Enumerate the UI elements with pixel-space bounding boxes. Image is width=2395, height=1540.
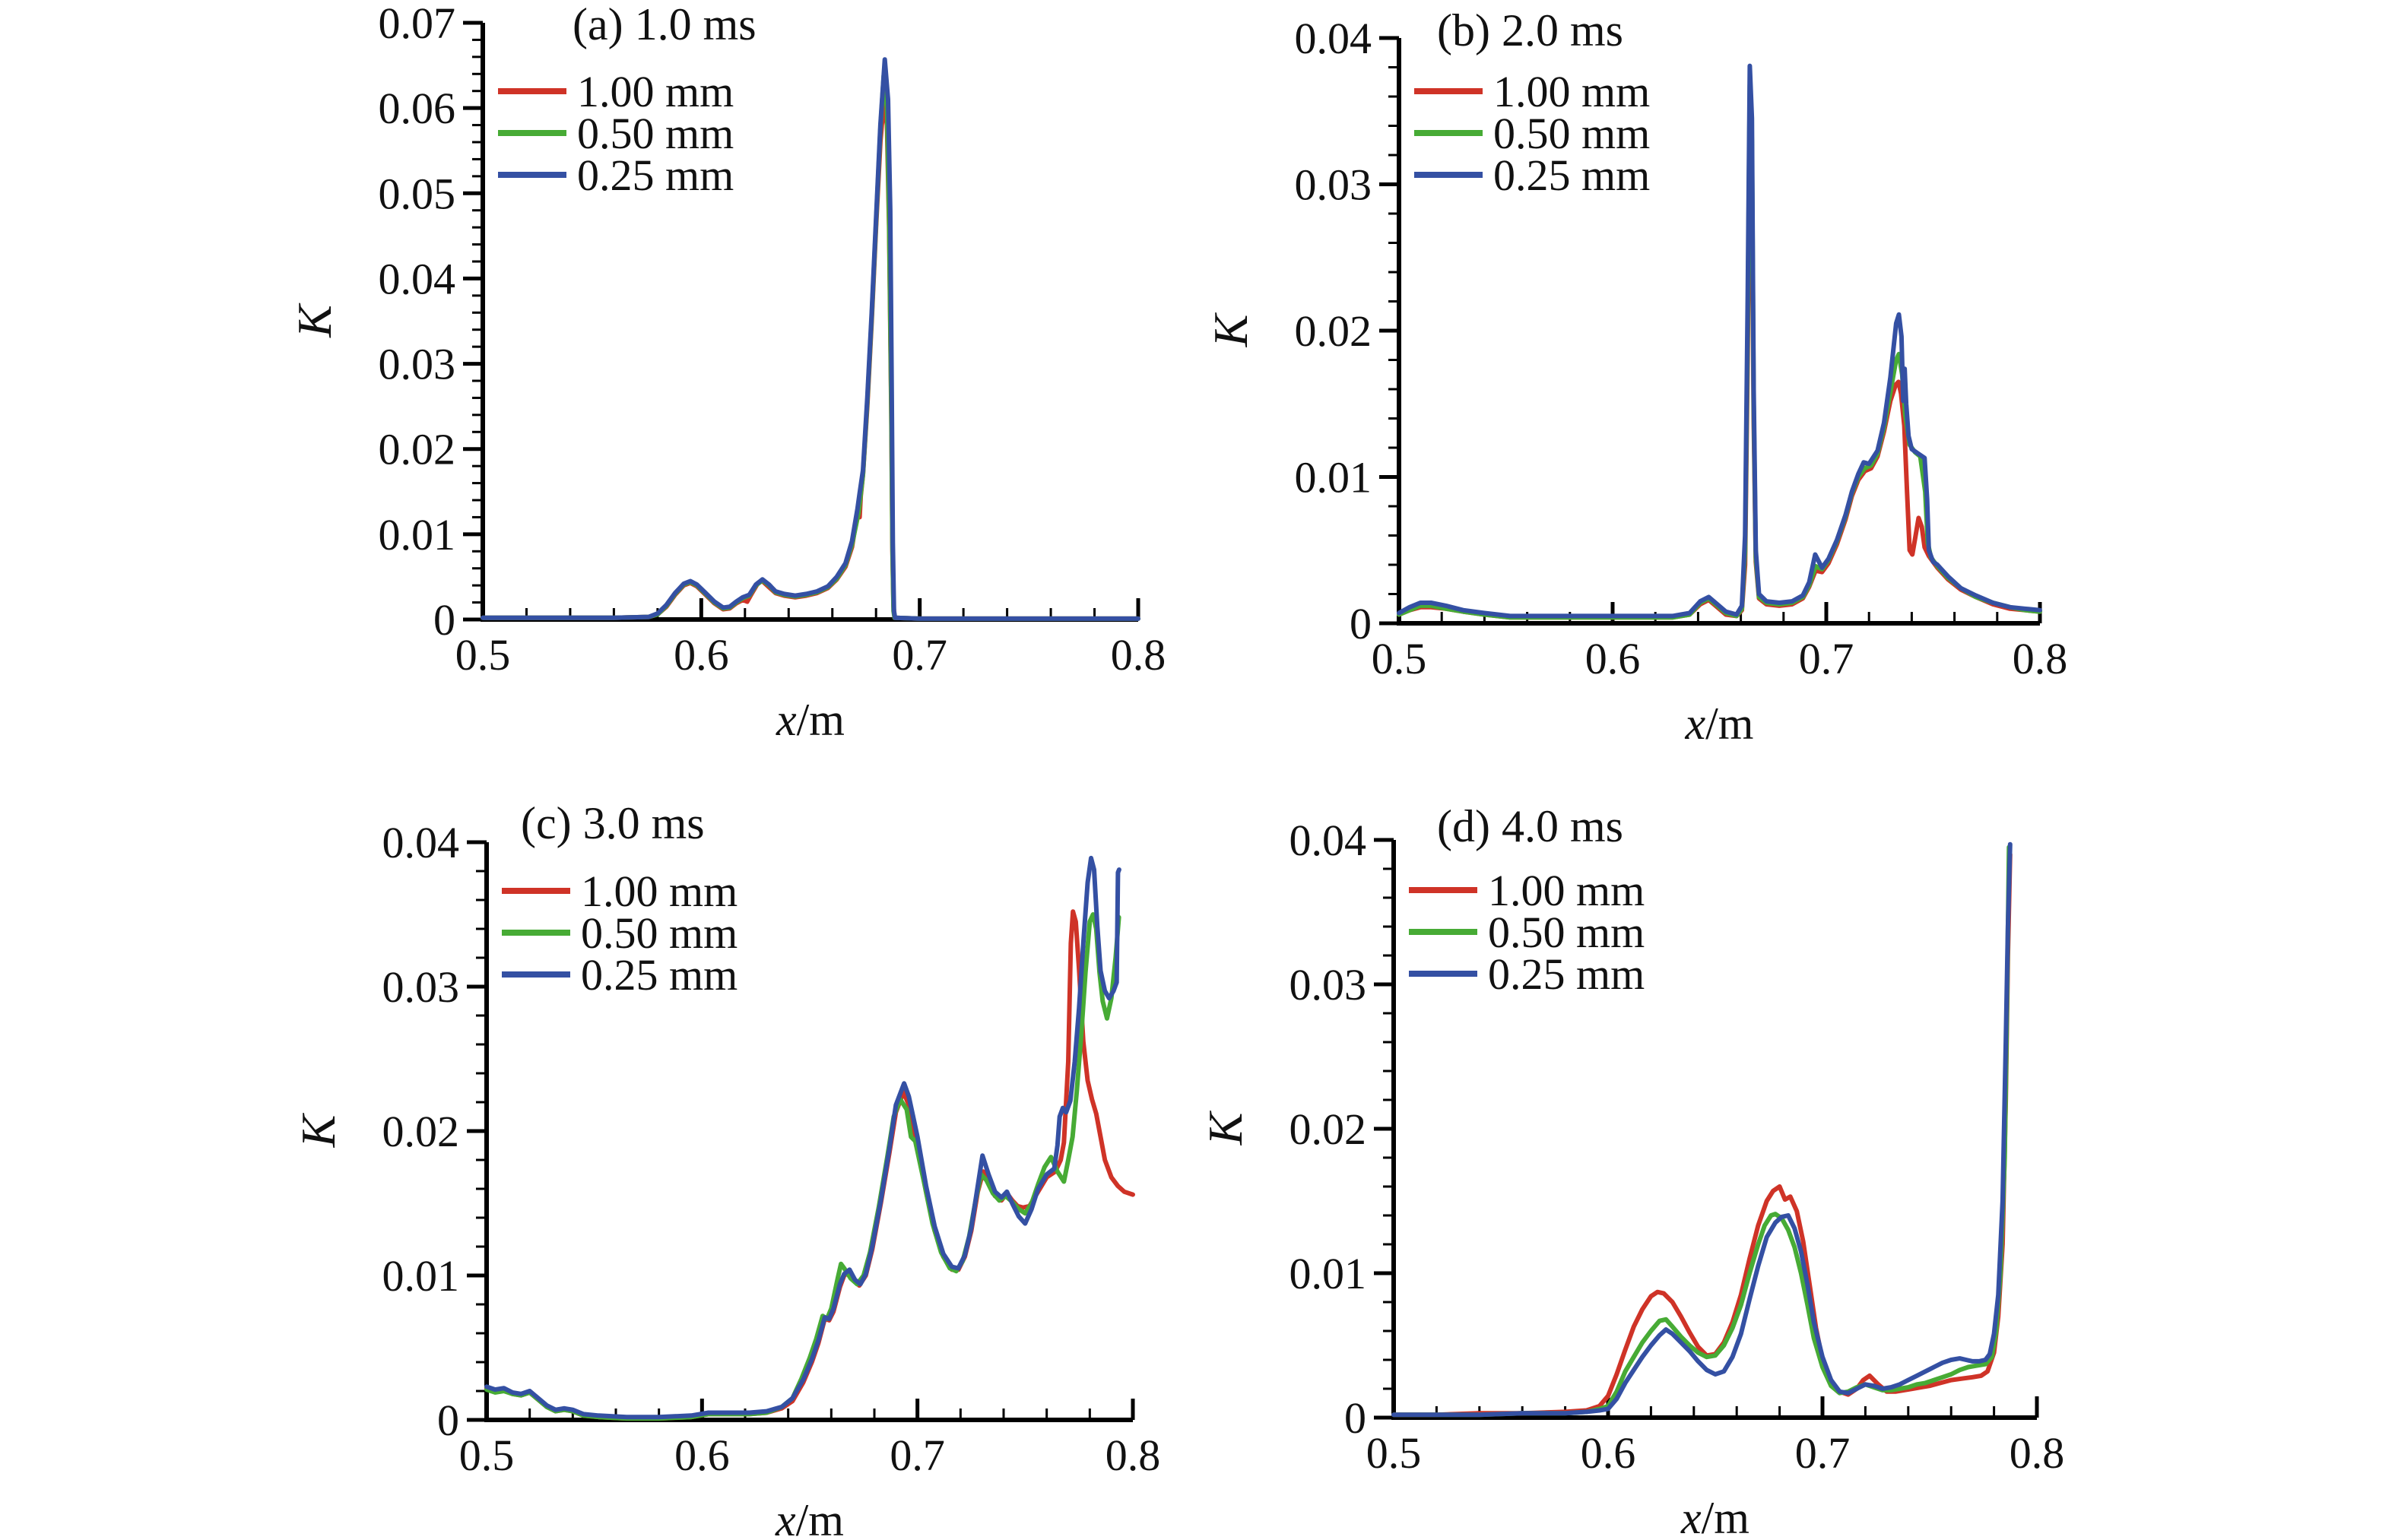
legend-label: 1.00 mm bbox=[581, 867, 738, 916]
legend-item: 0.25 mm bbox=[498, 151, 734, 200]
x-tick-label: 0.8 bbox=[2013, 634, 2068, 683]
y-axis-label: K bbox=[291, 1112, 345, 1148]
x-tick-label: 0.5 bbox=[455, 630, 511, 680]
y-tick-label: 0.01 bbox=[379, 510, 456, 559]
y-tick-label: 0.04 bbox=[1295, 14, 1372, 63]
series-0.25mm bbox=[481, 57, 1140, 621]
y-tick-label: 0 bbox=[433, 595, 455, 645]
series-0.25mm bbox=[1397, 63, 2042, 619]
x-tick-label: 0.6 bbox=[1585, 634, 1641, 683]
legend-item: 0.50 mm bbox=[1414, 109, 1650, 158]
legend-label: 0.50 mm bbox=[1488, 908, 1645, 957]
panel-b: 0.5 0.6 0.7 0.8 0 0.01 0.02 0.03 0.04 (b) 2.0 ms K… bbox=[1204, 5, 2067, 749]
legend-label: 0.25 mm bbox=[581, 950, 738, 1000]
legend-label: 0.25 mm bbox=[1488, 949, 1645, 999]
series-1.00mm bbox=[1391, 852, 2013, 1418]
legend-item: 0.50 mm bbox=[1409, 908, 1645, 957]
y-tick-label: 0.03 bbox=[382, 962, 460, 1012]
y-tick-label: 0 bbox=[1344, 1393, 1366, 1443]
legend: 1.00 mm0.50 mm0.25 mm bbox=[498, 67, 734, 200]
y-tick-label: 0 bbox=[437, 1396, 459, 1445]
x-axis-label: x/m bbox=[1680, 1493, 1749, 1540]
panel-title: (d) 4.0 ms bbox=[1437, 801, 1623, 851]
x-tick-label: 0.5 bbox=[1372, 634, 1427, 683]
x-axis-label: x/m bbox=[776, 695, 845, 745]
y-axis-label: K bbox=[1198, 1110, 1252, 1145]
x-tick-label: 0.5 bbox=[1366, 1428, 1422, 1478]
y-tick-label: 0.03 bbox=[1295, 160, 1372, 210]
y-tick-label: 0.02 bbox=[1289, 1104, 1367, 1154]
series-1.00mm bbox=[1397, 131, 2042, 620]
legend-item: 0.25 mm bbox=[1414, 151, 1650, 200]
y-tick-label: 0.01 bbox=[1295, 453, 1372, 502]
legend-item: 1.00 mm bbox=[498, 67, 734, 116]
y-tick-label: 0.05 bbox=[379, 169, 456, 218]
y-tick-label: 0.06 bbox=[379, 84, 456, 133]
x-tick-label: 0.6 bbox=[674, 1431, 730, 1480]
legend-item: 1.00 mm bbox=[502, 867, 738, 916]
x-tick-label: 0.6 bbox=[674, 630, 729, 680]
series-0.25mm bbox=[1391, 841, 2013, 1418]
panel-title: (b) 2.0 ms bbox=[1437, 5, 1623, 55]
legend: 1.00 mm0.50 mm0.25 mm bbox=[502, 867, 738, 1000]
legend-item: 1.00 mm bbox=[1409, 866, 1645, 915]
x-tick-label: 0.7 bbox=[1799, 634, 1854, 683]
x-tick-label: 0.8 bbox=[1111, 630, 1166, 680]
panel-c: 0.5 0.6 0.7 0.8 0 0.01 0.02 0.03 0.04 (c) 3.0 ms K… bbox=[291, 798, 1160, 1540]
series-0.50mm bbox=[1391, 844, 2012, 1418]
x-tick-label: 0.7 bbox=[892, 630, 947, 680]
y-tick-label: 0.04 bbox=[1289, 816, 1367, 865]
legend-label: 1.00 mm bbox=[1488, 866, 1645, 915]
y-tick-label: 0.02 bbox=[379, 425, 456, 474]
legend-item: 0.25 mm bbox=[1409, 949, 1645, 999]
legend-item: 1.00 mm bbox=[1414, 67, 1650, 116]
panel-a: 0.5 0.6 0.7 0.8 0 0.01 0.02 0.03 0.04 0.05 0.06 0.0… bbox=[287, 0, 1166, 745]
legend-label: 0.25 mm bbox=[577, 151, 734, 200]
panel-d: 0.5 0.6 0.7 0.8 0 0.01 0.02 0.03 0.04 (d) 4.0 ms K… bbox=[1198, 801, 2064, 1540]
y-tick-label: 0.02 bbox=[382, 1107, 460, 1156]
y-tick-label: 0.03 bbox=[1289, 960, 1367, 1009]
series-0.25mm bbox=[484, 855, 1121, 1420]
y-tick-label: 0 bbox=[1350, 599, 1372, 648]
legend-label: 0.50 mm bbox=[1493, 109, 1650, 158]
legend-label: 1.00 mm bbox=[577, 67, 734, 116]
y-axis-label: K bbox=[1204, 312, 1258, 347]
y-tick-label: 0.02 bbox=[1295, 306, 1372, 356]
y-tick-label: 0.01 bbox=[1289, 1249, 1367, 1298]
legend-label: 1.00 mm bbox=[1493, 67, 1650, 116]
legend: 1.00 mm0.50 mm0.25 mm bbox=[1414, 67, 1650, 200]
y-tick-label: 0.04 bbox=[379, 254, 456, 303]
y-tick-label: 0.04 bbox=[382, 818, 460, 867]
x-tick-label: 0.5 bbox=[459, 1431, 515, 1480]
x-tick-label: 0.8 bbox=[2010, 1428, 2065, 1478]
legend-label: 0.50 mm bbox=[577, 109, 734, 158]
y-tick-label: 0.01 bbox=[382, 1251, 460, 1301]
x-tick-label: 0.7 bbox=[1795, 1428, 1851, 1478]
x-tick-label: 0.7 bbox=[890, 1431, 945, 1480]
panel-title: (c) 3.0 ms bbox=[521, 798, 705, 848]
legend-label: 0.25 mm bbox=[1493, 151, 1650, 200]
x-axis-label: x/m bbox=[775, 1495, 844, 1540]
y-tick-label: 0.07 bbox=[379, 0, 456, 48]
x-axis-label: x/m bbox=[1685, 699, 1754, 749]
y-axis-label: K bbox=[287, 303, 341, 338]
legend-item: 0.50 mm bbox=[502, 908, 738, 958]
legend-item: 0.25 mm bbox=[502, 950, 738, 1000]
y-tick-label: 0.03 bbox=[379, 340, 456, 389]
legend-label: 0.50 mm bbox=[581, 908, 738, 958]
panel-title: (a) 1.0 ms bbox=[573, 0, 757, 49]
x-tick-label: 0.8 bbox=[1106, 1431, 1161, 1480]
legend: 1.00 mm0.50 mm0.25 mm bbox=[1409, 866, 1645, 999]
legend-item: 0.50 mm bbox=[498, 109, 734, 158]
x-tick-label: 0.6 bbox=[1581, 1428, 1636, 1478]
